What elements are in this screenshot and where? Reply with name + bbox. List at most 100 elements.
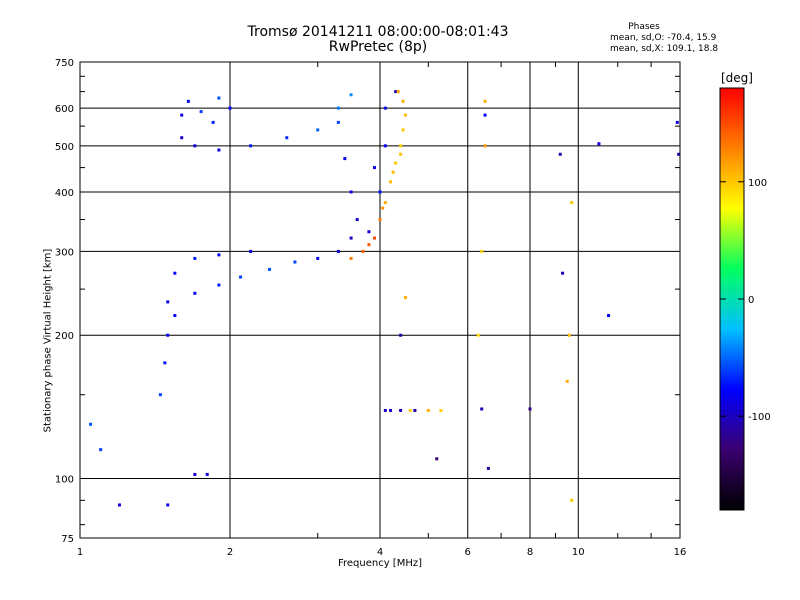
data-point: [403, 296, 407, 300]
y-tick-label: 500: [55, 142, 74, 153]
data-point: [383, 106, 387, 110]
y-tick-label: 750: [55, 58, 74, 69]
data-point: [373, 236, 377, 240]
data-point: [383, 408, 387, 412]
data-point: [199, 110, 203, 114]
y-tick-label: 400: [55, 188, 74, 199]
data-point: [193, 256, 197, 260]
data-point: [355, 218, 359, 222]
data-point: [394, 90, 398, 94]
data-point: [483, 113, 487, 117]
data-point: [217, 148, 221, 152]
x-axis-label: Frequency [MHz]: [337, 558, 423, 569]
data-point: [249, 144, 253, 148]
x-tick-label: 16: [674, 547, 687, 558]
data-point: [403, 113, 407, 117]
data-point: [486, 466, 490, 470]
data-point: [439, 408, 443, 412]
data-point: [166, 300, 170, 304]
y-tick-label: 600: [55, 104, 74, 115]
y-tick-label: 200: [55, 331, 74, 342]
data-point: [186, 99, 190, 103]
y-tick-label: 100: [55, 475, 74, 486]
colorbar-tick-label: -100: [748, 412, 771, 423]
data-point: [349, 256, 353, 260]
data-point: [396, 90, 400, 94]
data-point: [558, 152, 562, 156]
chart-subtitle: RwPretec (8p): [328, 39, 428, 55]
data-point: [99, 448, 103, 452]
data-point: [173, 271, 177, 275]
stats-x-mode: mean, sd,X: 109.1, 18.8: [610, 44, 719, 54]
data-point: [336, 249, 340, 253]
data-point: [239, 275, 243, 279]
stats-o-mode: mean, sd,O: -70.4, 15.9: [610, 33, 717, 43]
data-point: [166, 333, 170, 337]
data-point: [597, 142, 601, 146]
data-point: [367, 230, 371, 234]
data-point: [89, 422, 93, 426]
colorbar-tick-label: 100: [748, 178, 767, 189]
data-point: [483, 144, 487, 148]
data-point: [217, 253, 221, 257]
data-point: [349, 236, 353, 240]
data-point: [166, 503, 170, 507]
data-point: [211, 120, 215, 124]
data-point: [383, 201, 387, 205]
data-point: [316, 256, 320, 260]
data-point: [435, 457, 439, 461]
data-point: [336, 120, 340, 124]
data-point: [561, 271, 565, 275]
data-point: [316, 128, 320, 132]
data-point: [367, 243, 371, 247]
x-tick-label: 8: [527, 547, 533, 558]
data-point: [399, 333, 403, 337]
data-point: [389, 180, 393, 184]
data-point: [401, 99, 405, 103]
plot-frame: [79, 61, 681, 539]
data-point: [343, 157, 347, 161]
data-point: [117, 503, 121, 507]
data-point: [401, 128, 405, 132]
x-tick-label: 1: [77, 547, 83, 558]
data-point: [378, 190, 382, 194]
x-tick-label: 4: [377, 547, 383, 558]
data-point: [293, 260, 297, 264]
data-point: [389, 408, 393, 412]
data-point: [373, 166, 377, 170]
data-point: [267, 267, 271, 271]
colorbar-tick-label: 0: [748, 295, 754, 306]
x-tick-label: 2: [227, 547, 233, 558]
data-point: [677, 152, 681, 156]
data-point: [173, 314, 177, 318]
data-point: [193, 291, 197, 295]
data-point: [193, 144, 197, 148]
data-point: [228, 106, 232, 110]
chart-title: Tromsø 20141211 08:00:00-08:01:43: [247, 24, 509, 40]
data-point: [205, 472, 209, 476]
data-point: [480, 249, 484, 253]
data-point: [163, 361, 167, 365]
x-tick-label: 10: [572, 547, 585, 558]
data-point: [399, 408, 403, 412]
data-point: [381, 206, 385, 210]
data-point: [413, 408, 417, 412]
stats-title: Phases: [628, 22, 660, 32]
data-point: [249, 249, 253, 253]
data-point: [158, 393, 162, 397]
data-point: [180, 136, 184, 140]
data-point: [528, 407, 532, 411]
data-point: [361, 249, 365, 253]
data-point: [408, 408, 412, 412]
data-point: [399, 144, 403, 148]
data-point: [394, 161, 398, 165]
data-point: [426, 408, 430, 412]
data-point: [570, 498, 574, 502]
data-point: [336, 106, 340, 110]
data-point: [570, 201, 574, 205]
data-point: [607, 314, 611, 318]
data-point: [391, 170, 395, 174]
data-point: [567, 333, 571, 337]
